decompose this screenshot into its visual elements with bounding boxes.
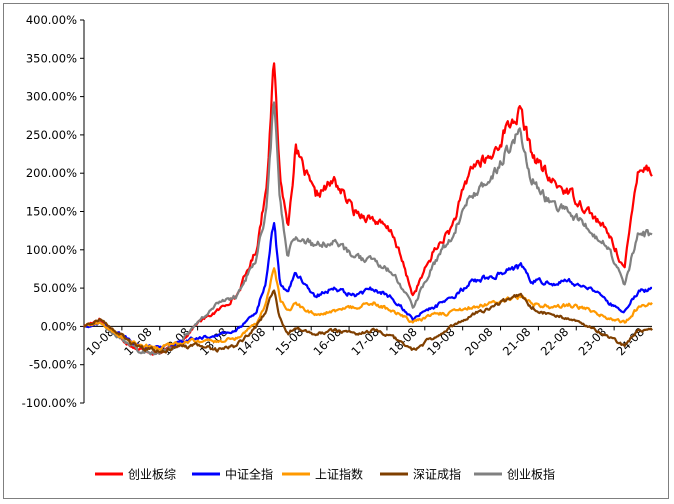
x-tick-label: 19-08 bbox=[424, 325, 458, 359]
series-line bbox=[84, 101, 653, 356]
x-tick-label: 21-08 bbox=[500, 325, 534, 359]
series-line bbox=[83, 222, 653, 350]
y-tick-label: 150.00% bbox=[26, 205, 77, 219]
y-tick-label: -100.00% bbox=[22, 396, 77, 410]
x-tick-label: 20-08 bbox=[462, 325, 496, 359]
legend-label: 上证指数 bbox=[315, 467, 363, 482]
y-tick-label: 400.00% bbox=[26, 13, 77, 27]
y-tick-label: 0.00% bbox=[40, 319, 77, 333]
series-line bbox=[83, 267, 653, 351]
legend-label: 中证全指 bbox=[225, 467, 273, 482]
series-line bbox=[83, 289, 653, 354]
legend-label: 创业板综 bbox=[128, 468, 176, 482]
x-tick-label: 24-08 bbox=[613, 325, 647, 359]
y-tick-label: 300.00% bbox=[26, 90, 77, 104]
y-tick-label: 200.00% bbox=[26, 166, 77, 180]
legend: 创业板综 中证全指 上证指数 深证成指 创业板指 bbox=[95, 467, 555, 482]
y-tick-label: 50.00% bbox=[33, 281, 77, 295]
series-layer bbox=[83, 62, 653, 356]
legend-label: 深证成指 bbox=[413, 467, 461, 482]
chart-frame bbox=[3, 3, 669, 499]
y-tick-label: 250.00% bbox=[26, 128, 77, 142]
y-tick-label: 100.00% bbox=[26, 243, 77, 257]
legend-label: 创业板指 bbox=[507, 467, 555, 482]
x-tick-label: 23-08 bbox=[576, 325, 610, 359]
y-tick-label: -50.00% bbox=[29, 358, 77, 372]
y-tick-label: 350.00% bbox=[26, 51, 77, 65]
x-tick-label: 22-08 bbox=[538, 325, 572, 359]
